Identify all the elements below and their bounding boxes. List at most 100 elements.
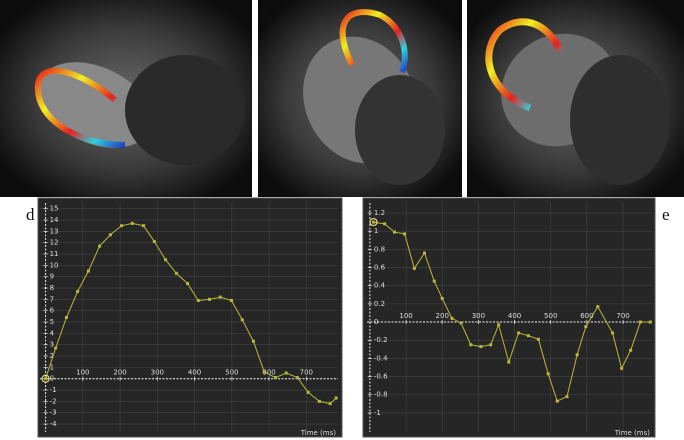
- mri-image-c: [467, 0, 684, 197]
- y-tick-label: 2: [50, 352, 54, 360]
- y-tick-label: 11: [50, 250, 59, 258]
- point: [459, 321, 463, 325]
- point: [174, 271, 178, 275]
- y-tick-label: 3: [50, 341, 54, 349]
- point: [251, 339, 255, 343]
- y-tick-label: 10: [50, 261, 59, 269]
- point: [469, 343, 473, 347]
- point: [273, 376, 277, 380]
- y-tick-label: 1.2: [374, 209, 385, 217]
- point: [450, 316, 454, 320]
- y-tick-label: 0.4: [374, 282, 386, 290]
- point: [565, 395, 569, 399]
- x-tick-label: 600: [580, 312, 593, 320]
- y-tick-label: 12: [50, 239, 59, 247]
- y-tick-label: 4: [50, 329, 55, 337]
- series-line: [45, 222, 337, 405]
- x-tick-label: 100: [399, 312, 412, 320]
- y-tick-label: -3: [50, 409, 57, 417]
- y-tick-label: 0.6: [374, 264, 386, 272]
- x-tick-label: 200: [436, 312, 449, 320]
- point: [86, 269, 90, 273]
- x-tick-label: 100: [76, 369, 89, 377]
- point: [240, 318, 244, 322]
- point: [262, 370, 266, 374]
- point: [186, 281, 190, 285]
- point: [207, 297, 211, 301]
- point: [555, 399, 559, 403]
- point: [229, 298, 233, 302]
- point: [76, 289, 80, 293]
- point: [479, 345, 483, 349]
- point: [536, 337, 540, 341]
- point: [284, 371, 288, 375]
- x-tick-label: 200: [113, 369, 126, 377]
- point: [130, 221, 134, 225]
- y-tick-label: 0.8: [374, 245, 385, 253]
- chart-frame: [362, 197, 656, 438]
- y-tick-label: 8: [50, 284, 54, 292]
- point: [403, 232, 407, 236]
- point: [54, 346, 58, 350]
- y-tick-label: -0.6: [374, 373, 388, 381]
- x-tick-label: 500: [225, 369, 238, 377]
- point: [218, 295, 222, 299]
- x-axis-label: Time (ms): [300, 429, 337, 437]
- y-tick-label: 14: [50, 216, 59, 224]
- point: [392, 230, 396, 234]
- point: [584, 325, 588, 329]
- point: [372, 220, 376, 224]
- y-tick-label: -0.8: [374, 391, 388, 399]
- point: [328, 402, 332, 406]
- y-tick-label: 0.2: [374, 300, 385, 308]
- point: [620, 366, 624, 370]
- y-tick-label: 7: [50, 295, 54, 303]
- y-tick-label: -1: [374, 409, 381, 417]
- point: [489, 343, 493, 347]
- x-tick-label: 400: [188, 369, 201, 377]
- point: [517, 331, 521, 335]
- point: [575, 353, 579, 357]
- point: [497, 323, 501, 327]
- x-tick-label: 500: [544, 312, 557, 320]
- point: [638, 320, 642, 324]
- point: [142, 224, 146, 228]
- panel-label: d: [26, 205, 35, 224]
- mri-image-b: [258, 0, 462, 197]
- y-tick-label: 15: [50, 205, 59, 213]
- x-tick-label: 700: [300, 369, 313, 377]
- y-tick-label: -0.2: [374, 336, 388, 344]
- highlight-point: [41, 374, 50, 383]
- mri-image-a: [0, 0, 252, 197]
- x-tick-label: 300: [472, 312, 485, 320]
- y-tick-label: 9: [50, 273, 54, 281]
- x-tick-label: 400: [508, 312, 521, 320]
- point: [306, 390, 310, 394]
- point: [108, 233, 112, 237]
- panel-label: a: [8, 7, 16, 26]
- point: [44, 377, 48, 381]
- point: [164, 258, 168, 262]
- point: [295, 376, 299, 380]
- x-axis-label: Time (ms): [614, 429, 651, 437]
- point: [383, 222, 387, 226]
- point: [334, 396, 338, 400]
- y-tick-label: -2: [50, 397, 57, 405]
- point: [412, 266, 416, 270]
- y-tick-label: 6: [50, 307, 55, 315]
- panel-label: b: [262, 7, 271, 26]
- y-tick-label: 5: [50, 318, 54, 326]
- panel-label: c: [470, 7, 478, 26]
- y-tick-label: -0.4: [374, 354, 388, 362]
- point: [196, 298, 200, 302]
- point: [648, 320, 652, 324]
- y-tick-label: 1: [50, 363, 54, 371]
- x-tick-label: 300: [151, 369, 164, 377]
- point: [120, 224, 124, 228]
- point: [317, 399, 321, 403]
- highlight-point: [369, 217, 378, 227]
- point: [546, 372, 550, 376]
- x-tick-label: 700: [616, 312, 629, 320]
- y-tick-label: 0: [374, 318, 378, 326]
